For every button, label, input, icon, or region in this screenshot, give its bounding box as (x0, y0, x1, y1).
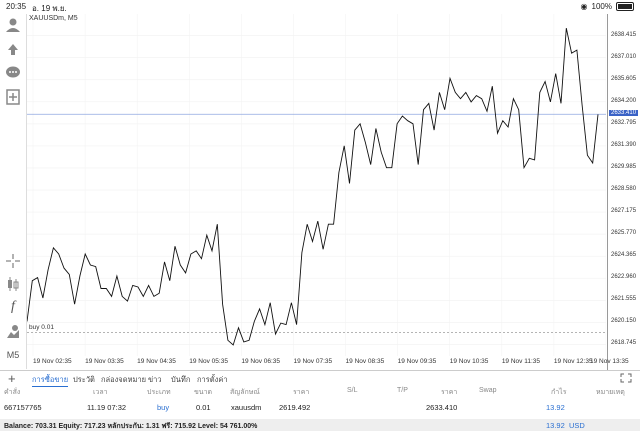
price-tick-label: 2620.150 (611, 318, 637, 325)
price-tick-label: 2637.010 (611, 53, 637, 60)
header-comment: หมายเหตุ (596, 389, 625, 396)
trade-icon[interactable] (4, 40, 22, 58)
time-tick-label: 19 Nov 04:35 (137, 358, 176, 365)
order-profit: 13.92 (546, 403, 565, 412)
order-current-price: 2633.410 (426, 403, 458, 412)
price-tick-label: 2635.605 (611, 75, 637, 82)
header-order: คำสั่ง (4, 389, 21, 396)
header-tp: T/P (397, 387, 408, 394)
time-tick-label: 19 Nov 10:35 (449, 358, 489, 365)
price-tick-label: 2634.200 (611, 97, 637, 104)
tab-mailbox[interactable]: กล่องจดหมาย (101, 375, 147, 384)
time-tick-label: 19 Nov 03:35 (85, 358, 124, 365)
price-tick-label: 2632.795 (611, 119, 637, 126)
terminal-tabbar: + การซื้อขาย ประวัติ กล่องจดหมาย ข่าว บั… (0, 370, 640, 387)
header-swap: Swap (479, 387, 497, 394)
tab-settings[interactable]: การตั้งค่า (197, 375, 228, 384)
status-time: 20:35 (6, 2, 27, 11)
candles-icon[interactable] (4, 275, 22, 293)
price-tick-label: 2625.770 (611, 230, 637, 237)
time-tick-label: 19 Nov 11:35 (501, 358, 540, 365)
header-type: ประเภท (147, 389, 171, 396)
order-open-price: 2619.492 (279, 403, 311, 412)
price-tick-label: 2622.960 (611, 274, 637, 281)
table-header: คำสั่ง เวลา ประเภท ขนาด สัญลักษณ์ ราคา S… (0, 387, 640, 399)
status-right: ◉ 100% (581, 2, 634, 11)
buy-order-label: buy 0.01 (29, 323, 54, 331)
status-date: อ. 19 พ.ย. (32, 4, 67, 13)
time-tick-label: 19 Nov 06:35 (241, 358, 281, 365)
balance-text: Balance: 703.31 Equity: 717.23 หลักประกั… (4, 423, 258, 430)
header-price: ราคา (293, 389, 310, 396)
price-tick-label: 2631.390 (611, 141, 637, 148)
price-tick-label: 2628.580 (611, 186, 637, 193)
time-tick-label: 19 Nov 08:35 (345, 358, 385, 365)
time-tick-label: 19 Nov 13:35 (590, 358, 629, 365)
current-price-label: 2633.410 (609, 110, 639, 117)
order-symbol: xauusdm (231, 403, 262, 412)
account-icon[interactable] (4, 16, 22, 34)
status-bar: 20:35 อ. 19 พ.ย. ◉ 100% (0, 0, 640, 14)
timeframe-button[interactable]: M5 (6, 350, 20, 360)
chat-icon[interactable] (4, 64, 22, 82)
header-profit: กำไร (551, 389, 567, 396)
price-tick-label: 2638.415 (611, 31, 637, 38)
expand-icon[interactable] (620, 373, 632, 383)
time-tick-label: 19 Nov 02:35 (33, 358, 72, 365)
left-toolbar: f M5 (0, 14, 27, 369)
objects-icon[interactable] (4, 322, 22, 340)
header-symbol: สัญลักษณ์ (230, 389, 260, 396)
price-axis: 2638.415 2637.010 2635.605 2634.200 2632.795… (607, 14, 640, 370)
order-time: 11.19 07:32 (87, 403, 127, 412)
time-tick-label: 19 Nov 07:35 (293, 358, 333, 365)
time-tick-label: 19 Nov 09:35 (397, 358, 437, 365)
plus-icon[interactable]: + (8, 371, 16, 386)
time-tick-label: 19 Nov 12:35 (553, 358, 593, 365)
new-order-icon[interactable] (4, 88, 22, 106)
header-time: เวลา (93, 389, 108, 396)
header-price-current: ราคา (441, 389, 458, 396)
chart-title: XAUUSDm, M5 (29, 15, 78, 22)
table-row[interactable]: 667157765 11.19 07:32 buy 0.01 xauusdm 2… (0, 403, 640, 415)
order-type: buy (157, 403, 170, 412)
battery-percent: 100% (591, 2, 612, 11)
balance-bar: Balance: 703.31 Equity: 717.23 หลักประกั… (0, 419, 640, 431)
tab-history[interactable]: ประวัติ (73, 375, 95, 384)
total-profit: 13.92 (546, 421, 565, 430)
battery-icon (616, 2, 634, 11)
price-series-line (27, 28, 599, 346)
tab-journal[interactable]: บันทึก (171, 375, 191, 384)
indicators-icon[interactable]: f (11, 299, 15, 314)
header-size: ขนาด (194, 389, 213, 396)
crosshair-icon[interactable] (4, 252, 22, 270)
wifi-icon: ◉ (580, 2, 588, 11)
price-tick-label: 2629.985 (611, 163, 637, 170)
price-tick-label: 2618.745 (611, 340, 637, 347)
price-chart[interactable] (27, 14, 606, 370)
currency-label: USD (569, 421, 585, 430)
order-id: 667157765 (4, 403, 42, 412)
header-sl: S/L (347, 387, 358, 394)
time-tick-label: 19 Nov 05:35 (189, 358, 228, 365)
order-size: 0.01 (196, 403, 211, 412)
price-tick-label: 2621.555 (611, 296, 637, 303)
price-tick-label: 2624.365 (611, 252, 637, 259)
price-tick-label: 2627.175 (611, 208, 637, 215)
tab-news[interactable]: ข่าว (148, 375, 162, 384)
tab-trade[interactable]: การซื้อขาย (32, 374, 69, 387)
